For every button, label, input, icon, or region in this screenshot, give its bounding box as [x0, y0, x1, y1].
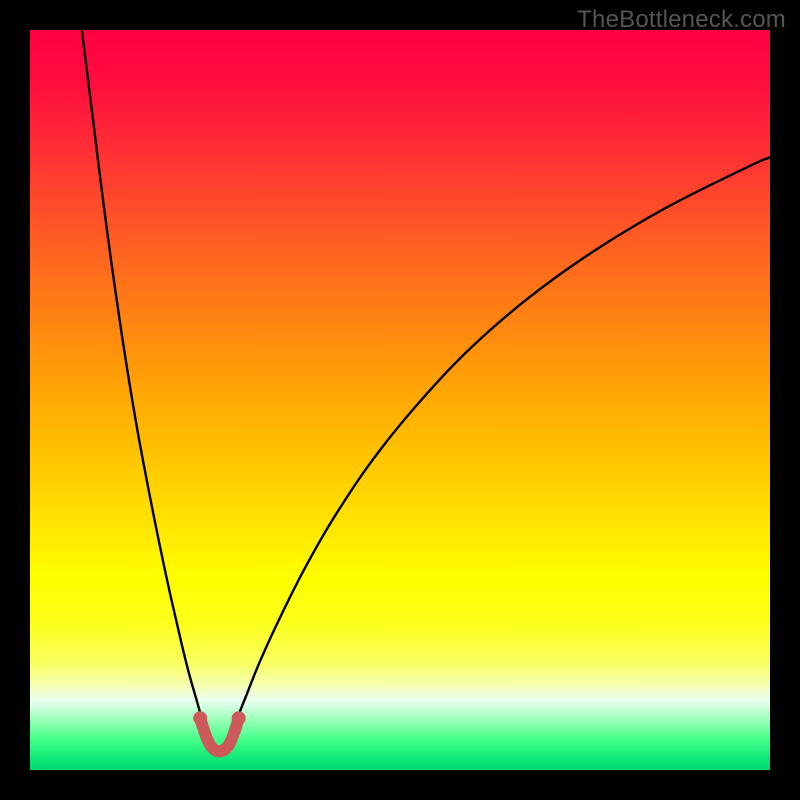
- plot-frame: [30, 30, 770, 770]
- marker-endpoint-left: [193, 711, 207, 725]
- marker-endpoint-right: [232, 711, 246, 725]
- watermark-text: TheBottleneck.com: [577, 6, 786, 34]
- gradient-background: [30, 30, 770, 770]
- plot-svg: [30, 30, 770, 770]
- chart-container: TheBottleneck.com: [0, 0, 800, 800]
